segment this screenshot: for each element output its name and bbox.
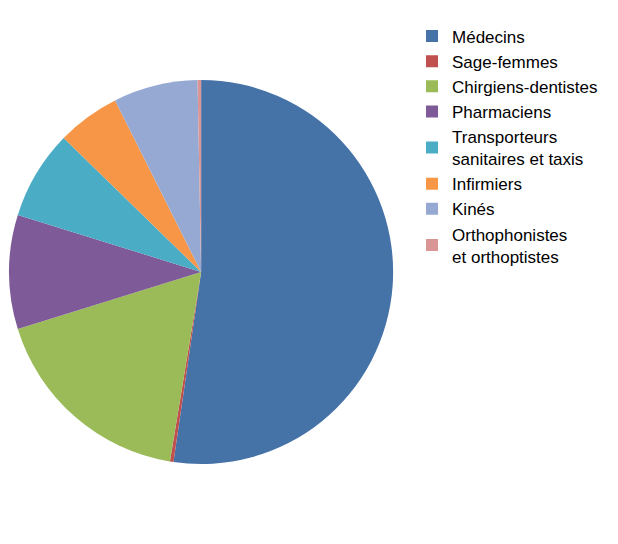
svg-text:Pharmaciens: Pharmaciens (452, 103, 551, 122)
svg-text:Sage-femmes: Sage-femmes (452, 53, 558, 72)
svg-text:Médecins: Médecins (452, 28, 525, 47)
svg-text:Chirgiens-dentistes: Chirgiens-dentistes (452, 78, 598, 97)
svg-text:Transporteurssanitaires et tax: Transporteurssanitaires et taxis (452, 128, 583, 169)
svg-text:Infirmiers: Infirmiers (452, 175, 522, 194)
svg-text:Kinés: Kinés (452, 200, 495, 219)
svg-text:Orthophonisteset orthoptistes: Orthophonisteset orthoptistes (452, 226, 567, 267)
